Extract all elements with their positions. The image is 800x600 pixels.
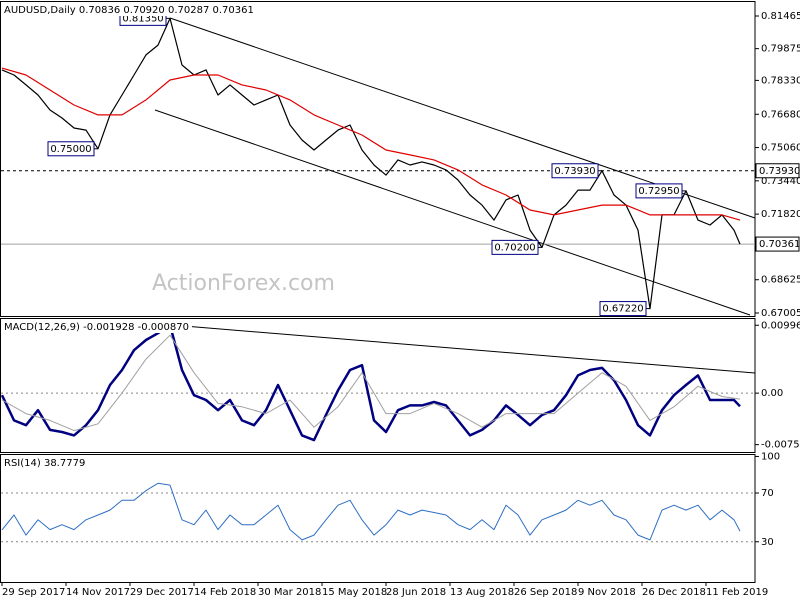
y-tick-label: 30 <box>761 537 774 548</box>
macd-trendline <box>171 324 756 374</box>
panel-title: AUDUSD,Daily 0.70836 0.70920 0.70287 0.7… <box>4 5 254 16</box>
x-tick-label: 11 Feb 2019 <box>706 587 768 598</box>
x-tick-label: 26 Dec 2018 <box>642 587 706 598</box>
y-tick-label: 0.67005 <box>761 308 800 319</box>
x-tick-label: 14 Nov 2017 <box>66 587 130 598</box>
series-line <box>1 334 741 432</box>
series-line <box>1 482 741 541</box>
panel-title-bg <box>2 3 257 16</box>
x-tick-label: 29 Sep 2017 <box>2 587 65 598</box>
panel-frame <box>0 454 756 583</box>
y-tick-label: 0.79875 <box>761 44 800 55</box>
y-tick-label: 0.75060 <box>761 143 800 154</box>
y-tick-label: 100 <box>761 451 780 462</box>
y-tick-label: 0.73440 <box>761 176 800 187</box>
x-tick-label: 14 Feb 2018 <box>194 587 256 598</box>
x-tick-label: 30 Mar 2018 <box>258 587 321 598</box>
x-tick-label: 28 Jun 2018 <box>386 587 446 598</box>
panel-title: RSI(14) 38.7779 <box>4 458 85 469</box>
y-tick-label: 0.76680 <box>761 109 800 120</box>
annotation-label: 0.81350 <box>122 13 163 24</box>
price-level-box <box>755 163 800 179</box>
panel-title-bg <box>2 320 192 333</box>
price-level-label: 0.70361 <box>759 239 800 250</box>
x-tick-label: 26 Sep 2018 <box>514 587 577 598</box>
annotation-box <box>599 301 647 317</box>
panel-frame <box>0 318 756 453</box>
annotation-label: 0.75000 <box>50 144 91 155</box>
price-level-box <box>755 236 800 252</box>
annotation-label: 0.70200 <box>494 242 535 253</box>
y-tick-label: -0.00756 <box>761 440 800 451</box>
series-line <box>0 323 741 442</box>
x-tick-label: 9 Nov 2018 <box>578 587 636 598</box>
series-line <box>1 67 741 221</box>
y-tick-label: 0.78330 <box>761 75 800 86</box>
annotation-box <box>491 239 539 255</box>
y-tick-label: 0.71820 <box>761 209 800 220</box>
annotation-label: 0.73930 <box>554 166 595 177</box>
x-tick-label: 15 May 2018 <box>322 587 387 598</box>
x-tick-label: 29 Dec 2017 <box>130 587 194 598</box>
y-tick-label: 0.009964 <box>761 320 800 331</box>
annotation-label: 0.67220 <box>602 304 643 315</box>
watermark: ActionForex.com <box>152 271 335 296</box>
panel-title-bg <box>2 456 89 469</box>
panel-frame <box>0 1 756 317</box>
annotation-box <box>635 183 683 199</box>
channel-lower <box>154 109 751 316</box>
annotation-box <box>47 141 95 157</box>
y-tick-label: 70 <box>761 488 774 499</box>
x-tick-label: 13 Aug 2018 <box>450 587 514 598</box>
y-tick-label: 0.81465 <box>761 11 800 22</box>
annotation-label: 0.72950 <box>638 186 679 197</box>
y-tick-label: 0.00 <box>761 388 783 399</box>
y-tick-label: 0.68625 <box>761 275 800 286</box>
annotation-box <box>551 163 599 179</box>
price-level-label: 0.73930 <box>759 166 800 177</box>
panel-title: MACD(12,26,9) -0.001928 -0.000870 <box>4 322 189 333</box>
series-line <box>1 17 741 310</box>
